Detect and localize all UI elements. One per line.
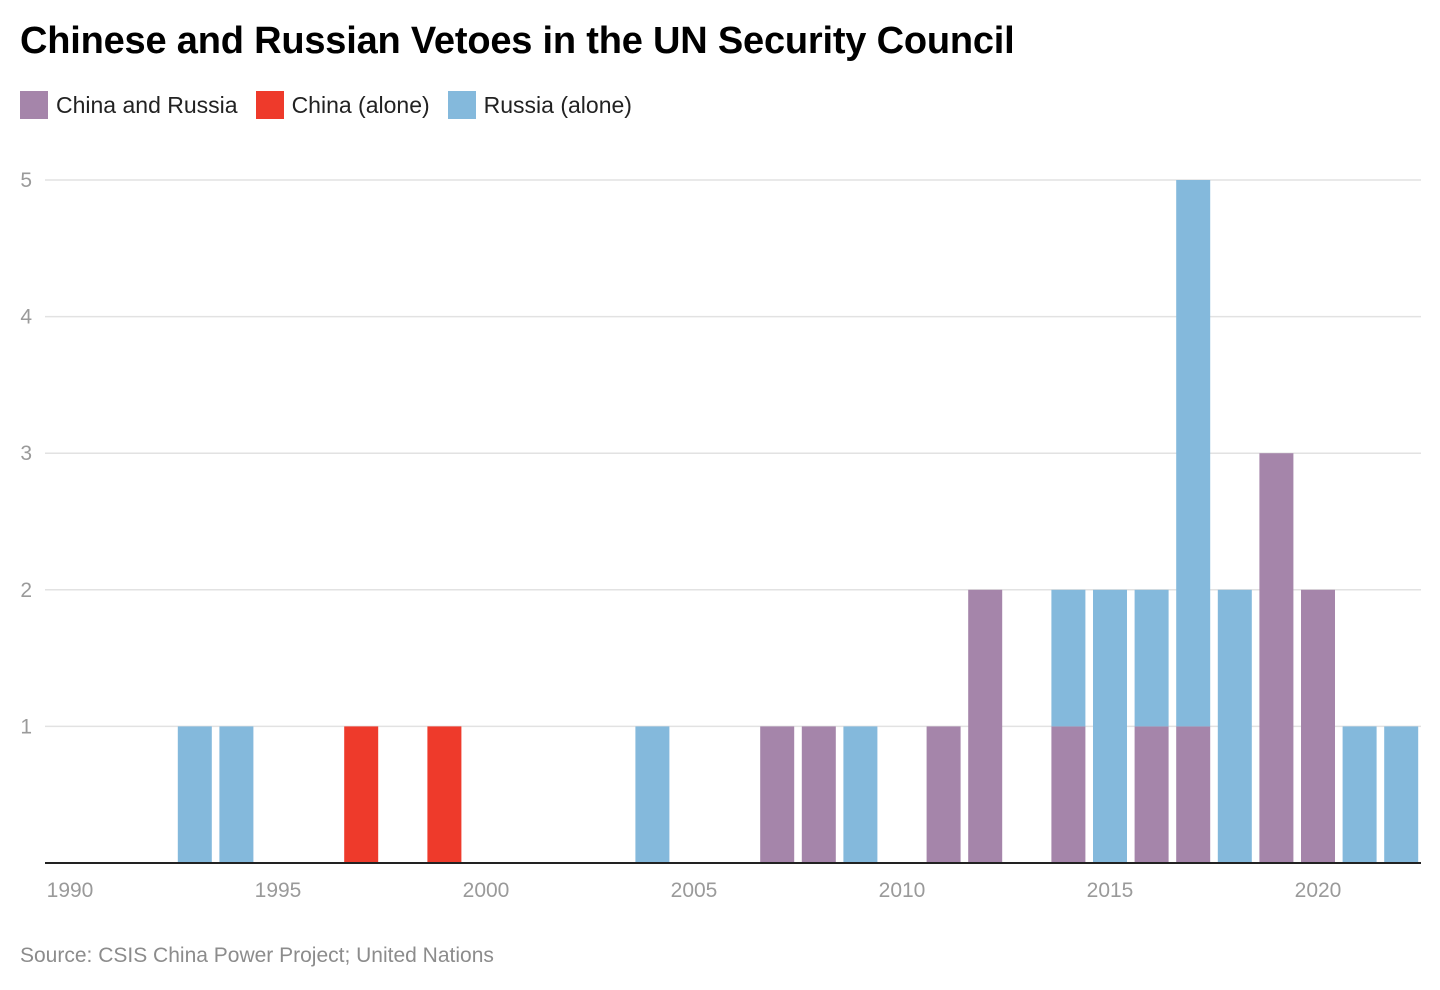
legend-label-china-and-russia: China and Russia [56, 91, 238, 118]
bar-2020-china-and-russia [1301, 589, 1335, 863]
legend-item-russia-alone[interactable]: Russia (alone) [447, 91, 632, 119]
x-tick-label-2005: 2005 [671, 879, 718, 902]
y-tick-label-5: 5 [20, 169, 32, 192]
bar-2015-russia-alone [1093, 589, 1127, 863]
chart-title: Chinese and Russian Vetoes in the UN Sec… [20, 20, 1015, 62]
bar-1994-russia-alone [219, 726, 254, 863]
legend-swatch-china-and-russia [20, 91, 48, 119]
bar-2016-russia-alone [1134, 589, 1169, 727]
legend-label-russia-alone: Russia (alone) [483, 91, 632, 118]
bar-1993-russia-alone [177, 726, 212, 863]
y-tick-label-2: 2 [20, 579, 32, 602]
bar-2017-russia-alone [1176, 180, 1211, 727]
bar-2014-russia-alone [1051, 589, 1086, 727]
y-tick-label-3: 3 [20, 442, 32, 465]
bar-1997-china-alone [344, 726, 379, 863]
bar-2021-russia-alone [1342, 726, 1377, 863]
bar-2014-china-and-russia [1051, 726, 1086, 863]
bar-2022-russia-alone [1384, 726, 1419, 863]
bar-2016-china-and-russia [1134, 726, 1169, 863]
chart-legend: China and Russia China (alone) Russia (a… [20, 91, 650, 119]
bar-2004-russia-alone [635, 726, 670, 863]
bar-2017-china-and-russia [1176, 726, 1211, 863]
legend-item-china-and-russia[interactable]: China and Russia [20, 91, 238, 119]
x-tick-label-2000: 2000 [463, 879, 510, 902]
bar-2018-russia-alone [1217, 589, 1252, 863]
legend-label-china-alone: China (alone) [291, 91, 430, 118]
x-tick-label-2010: 2010 [879, 879, 926, 902]
x-tick-label-2015: 2015 [1087, 879, 1134, 902]
source-note: Source: CSIS China Power Project; United… [20, 944, 494, 967]
legend-item-china-alone[interactable]: China (alone) [255, 91, 430, 119]
y-tick-label-1: 1 [20, 715, 32, 738]
x-tick-label-1990: 1990 [47, 879, 94, 902]
bar-2007-china-and-russia [760, 726, 795, 863]
legend-swatch-russia-alone [447, 91, 476, 119]
bar-2019-china-and-russia [1259, 453, 1294, 863]
bar-2009-russia-alone [843, 726, 878, 863]
bar-2008-china-and-russia [801, 726, 836, 863]
x-tick-label-2020: 2020 [1295, 879, 1342, 902]
y-tick-label-4: 4 [20, 306, 32, 329]
x-tick-label-1995: 1995 [255, 879, 302, 902]
bar-2011-china-and-russia [926, 726, 961, 863]
bar-2012-china-and-russia [968, 589, 1003, 863]
legend-swatch-china-alone [255, 91, 284, 119]
bar-1999-china-alone [427, 726, 462, 863]
